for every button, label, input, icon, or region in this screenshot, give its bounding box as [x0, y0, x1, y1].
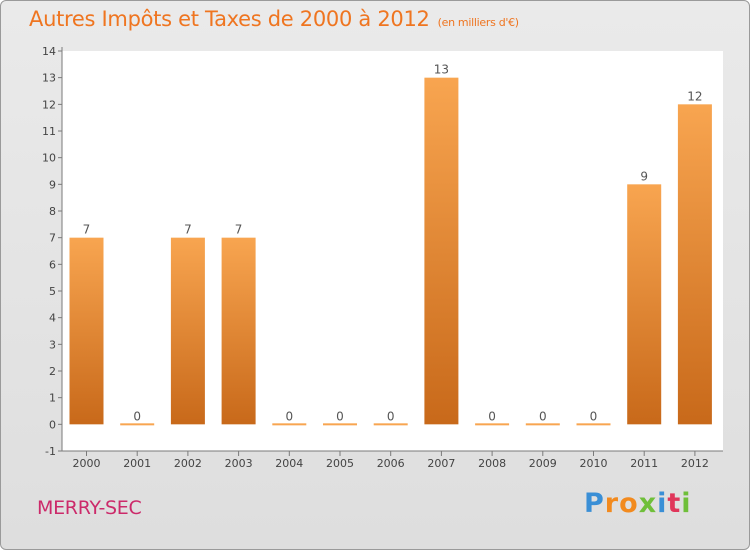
bar: [475, 423, 510, 426]
y-tick-label: 9: [49, 178, 56, 191]
y-tick-label: 7: [49, 232, 56, 245]
x-tick-label: 2010: [580, 457, 608, 470]
data-label: 7: [184, 223, 192, 237]
data-label: 0: [133, 409, 141, 423]
data-label: 0: [387, 409, 395, 423]
data-label: 9: [640, 169, 648, 183]
bar: [120, 423, 155, 426]
bar: [272, 423, 307, 426]
y-tick-label: 14: [42, 45, 56, 58]
y-tick-label: -1: [45, 445, 56, 458]
chart-subtitle: (en milliers d'€): [437, 16, 519, 29]
bar: [424, 77, 459, 425]
y-tick-label: 5: [49, 285, 56, 298]
x-tick-label: 2003: [225, 457, 253, 470]
x-tick-label: 2004: [275, 457, 303, 470]
bar: [677, 104, 712, 425]
logo-letter: P: [584, 488, 605, 519]
x-tick-label: 2005: [326, 457, 354, 470]
bar: [323, 423, 357, 426]
bar: [69, 237, 104, 425]
x-tick-label: 2011: [630, 457, 658, 470]
logo-letter: i: [681, 488, 692, 519]
y-tick-label: 10: [42, 152, 56, 165]
y-tick-label: 3: [49, 338, 56, 351]
data-label: 0: [539, 409, 547, 423]
x-tick-label: 2012: [681, 457, 709, 470]
y-tick-label: 13: [42, 72, 56, 85]
y-tick-label: 4: [49, 312, 56, 325]
data-label: 0: [336, 409, 344, 423]
data-label: 0: [488, 409, 496, 423]
y-tick-label: 2: [49, 365, 56, 378]
bar: [525, 423, 560, 426]
logo-letter: t: [667, 488, 682, 519]
bar: [373, 423, 408, 426]
data-label: 13: [434, 63, 449, 77]
y-tick-label: 11: [42, 125, 56, 138]
bar: [170, 237, 205, 425]
data-label: 0: [590, 409, 598, 423]
y-tick-label: 8: [49, 205, 56, 218]
data-label: 12: [687, 89, 702, 103]
y-tick-label: 1: [49, 392, 56, 405]
x-tick-label: 2006: [377, 457, 405, 470]
chart-title: Autres Impôts et Taxes de 2000 à 2012 (en…: [29, 7, 519, 31]
x-tick-label: 2007: [427, 457, 455, 470]
x-tick-label: 2009: [529, 457, 557, 470]
bar: [576, 423, 611, 426]
y-tick-label: 12: [42, 98, 56, 111]
y-tick-label: 0: [49, 418, 56, 431]
logo-letter: x: [638, 488, 658, 519]
plot-area: [62, 51, 723, 451]
bar: [221, 237, 256, 425]
logo-letter: i: [657, 488, 668, 519]
x-tick-label: 2001: [123, 457, 151, 470]
data-label: 7: [83, 223, 91, 237]
x-tick-label: 2002: [174, 457, 202, 470]
x-tick-label: 2008: [478, 457, 506, 470]
x-tick-label: 2000: [73, 457, 101, 470]
logo-letter: r: [604, 488, 620, 519]
chart-title-text: Autres Impôts et Taxes de 2000 à 2012: [29, 7, 430, 31]
proxiti-logo[interactable]: Proxiti: [584, 488, 692, 519]
y-tick-label: 6: [49, 258, 56, 271]
data-label: 7: [235, 223, 243, 237]
bar: [627, 184, 662, 425]
data-label: 0: [285, 409, 293, 423]
commune-name: MERRY-SEC: [37, 497, 142, 519]
logo-letter: o: [619, 488, 639, 519]
